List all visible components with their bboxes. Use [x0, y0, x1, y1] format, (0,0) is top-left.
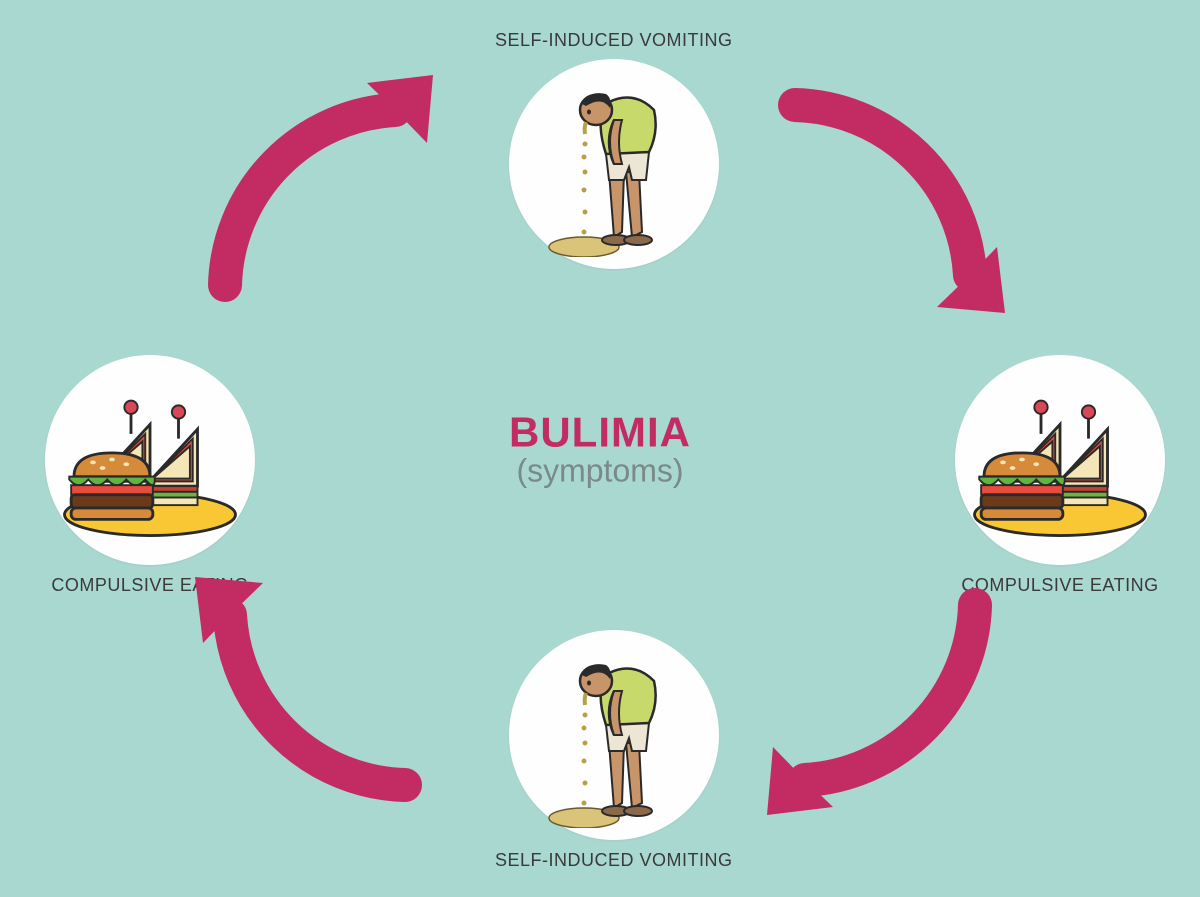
node-label: SELF-INDUCED VOMITING: [495, 850, 733, 871]
arrow-bottom-to-left: [195, 555, 455, 815]
vomiting-person-icon: [534, 72, 694, 257]
node-circle: [509, 59, 719, 269]
title-subtitle: (symptoms): [509, 452, 691, 489]
node-circle: [509, 630, 719, 840]
title-main: BULIMIA: [509, 408, 691, 456]
node-bottom: SELF-INDUCED VOMITING: [495, 630, 733, 871]
center-title: BULIMIA (symptoms): [509, 408, 691, 489]
food-plate-icon: [55, 375, 245, 545]
node-circle: [45, 355, 255, 565]
node-top: SELF-INDUCED VOMITING: [495, 30, 733, 269]
arrow-left-to-top: [195, 75, 455, 335]
node-label: SELF-INDUCED VOMITING: [495, 30, 733, 51]
vomiting-person-icon: [534, 643, 694, 828]
arrow-top-to-right-real: [745, 75, 1005, 335]
food-plate-icon: [965, 375, 1155, 545]
arrow-right-to-bottom: [745, 555, 1005, 815]
node-circle: [955, 355, 1165, 565]
